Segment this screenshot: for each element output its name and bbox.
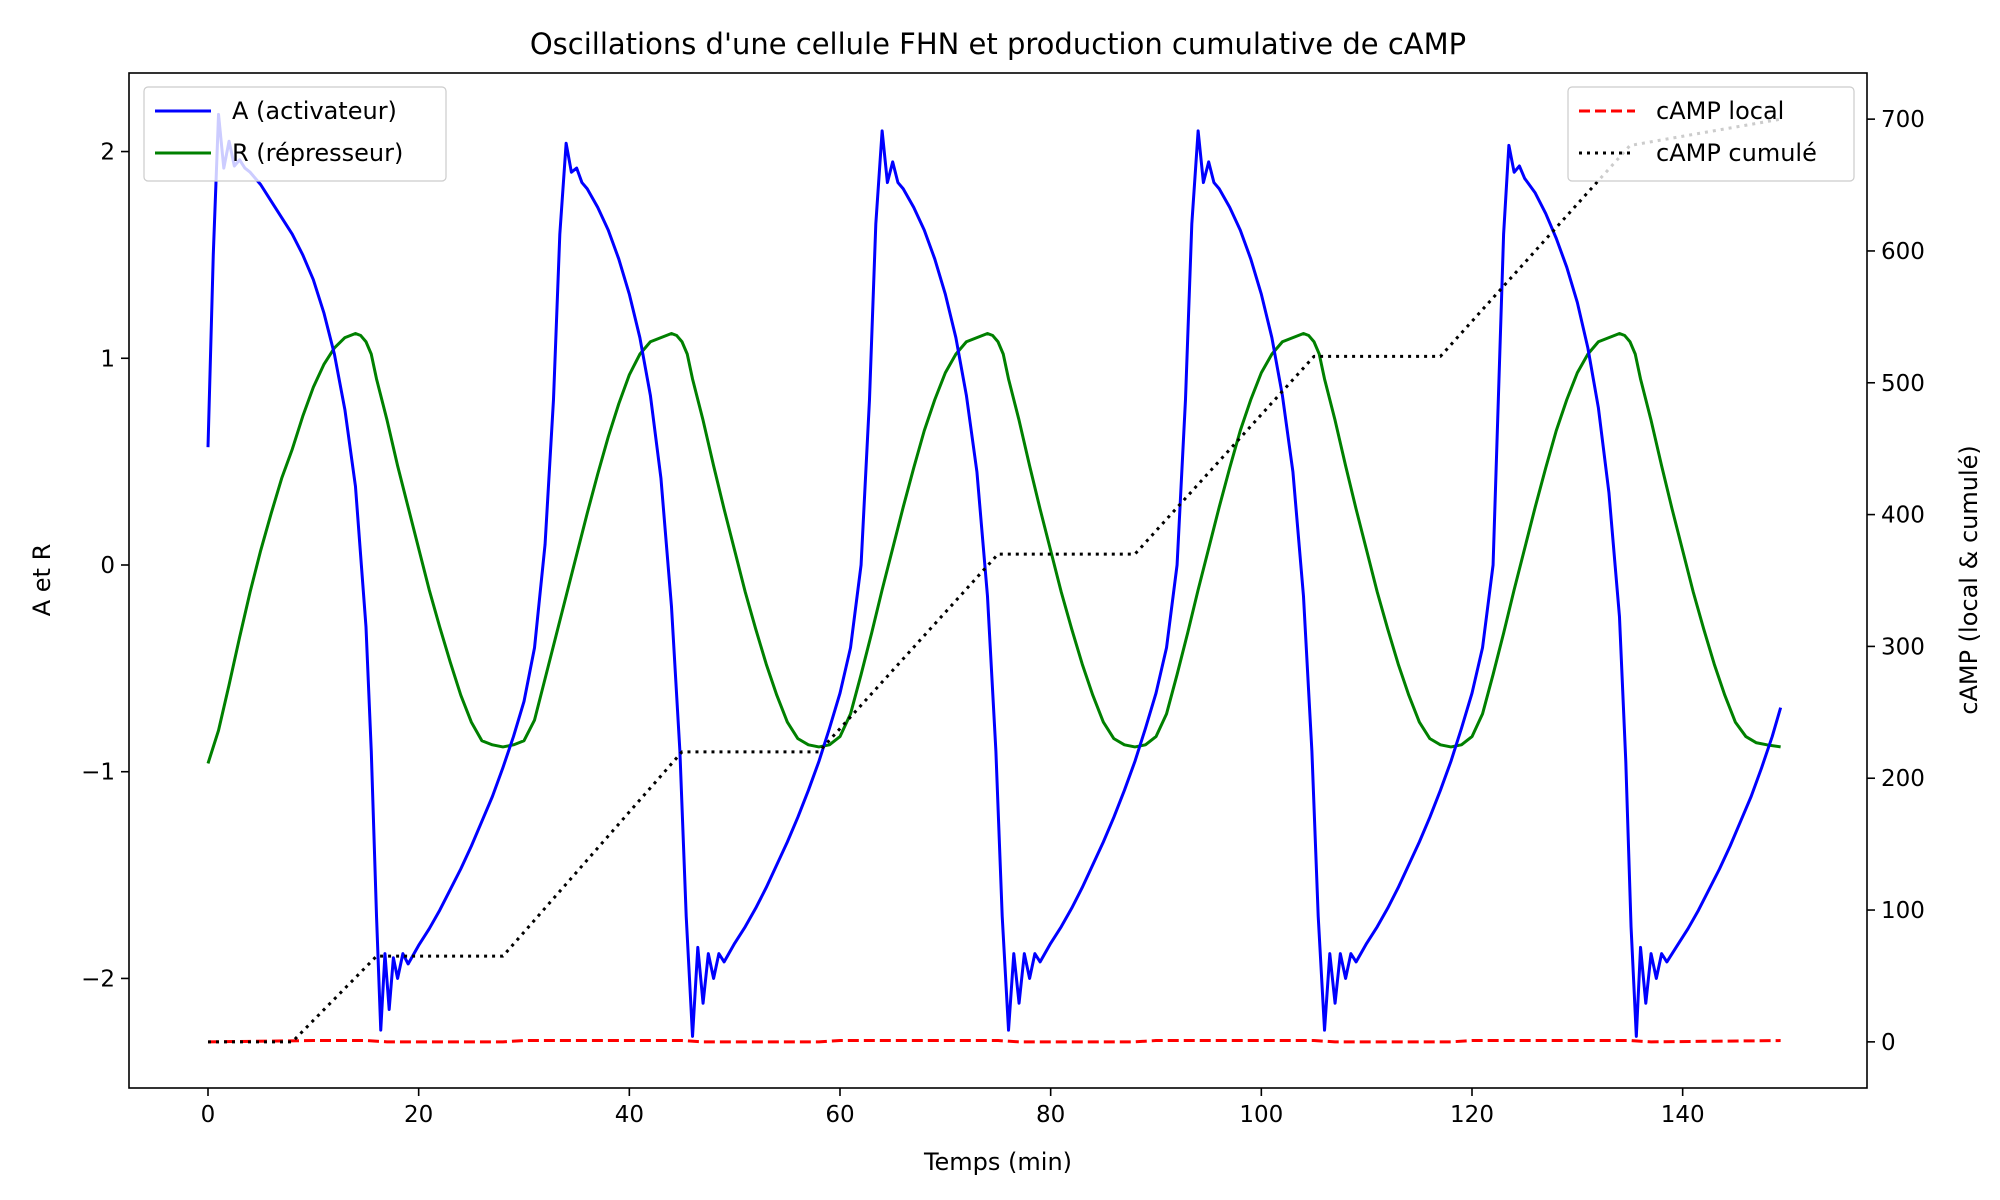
x-tick-label: 140 bbox=[1661, 1102, 1705, 1128]
legend-label-camp-local: cAMP local bbox=[1656, 97, 1784, 125]
x-tick-label: 100 bbox=[1239, 1102, 1283, 1128]
series-layer bbox=[206, 112, 1783, 1044]
y-axis-right-label: cAMP (local & cumulé) bbox=[1955, 445, 1983, 714]
y-left-tick-label: −2 bbox=[81, 966, 115, 992]
y-right-tick-label: 300 bbox=[1881, 634, 1925, 660]
legend-right: cAMP local cAMP cumulé bbox=[1567, 86, 1855, 182]
y-right-tick-label: 400 bbox=[1881, 503, 1925, 529]
x-tick-label: 20 bbox=[404, 1102, 433, 1128]
y-right-tick-label: 100 bbox=[1881, 898, 1925, 924]
legend-label-activateur: A (activateur) bbox=[232, 97, 397, 125]
y-left-tick-label: 1 bbox=[100, 346, 115, 372]
y-right-tick-label: 700 bbox=[1881, 107, 1925, 133]
legend-left: A (activateur) R (répresseur) bbox=[143, 86, 447, 182]
x-tick-label: 120 bbox=[1450, 1102, 1494, 1128]
y-left-tick-label: 2 bbox=[100, 140, 115, 166]
x-tick-label: 60 bbox=[825, 1102, 854, 1128]
legend-right-box bbox=[1567, 86, 1855, 182]
y-right-tick-label: 600 bbox=[1881, 239, 1925, 265]
y-left-tick-label: 0 bbox=[100, 553, 115, 579]
y-axis-left-label: A et R bbox=[28, 544, 56, 617]
series-line-camp-local bbox=[207, 1039, 1781, 1044]
series-line-r-r-presseur bbox=[206, 331, 1781, 764]
y-left-tick-label: −1 bbox=[81, 760, 115, 786]
plot-frame bbox=[128, 72, 1868, 1089]
axis-ticks: 0 20 40 60 80 100 120 140−2−1012010020030040050… bbox=[81, 107, 1925, 1128]
x-axis-label: Temps (min) bbox=[923, 1148, 1072, 1176]
x-tick-label: 40 bbox=[615, 1102, 644, 1128]
y-right-tick-label: 500 bbox=[1881, 371, 1925, 397]
y-right-tick-label: 200 bbox=[1881, 766, 1925, 792]
legend-label-represseur: R (répresseur) bbox=[232, 139, 403, 167]
series-line-camp-cumul bbox=[208, 117, 1781, 1044]
legend-left-box bbox=[143, 86, 447, 182]
legend-label-camp-cumule: cAMP cumulé bbox=[1656, 139, 1817, 167]
y-right-tick-label: 0 bbox=[1881, 1030, 1896, 1056]
x-tick-label: 0 bbox=[201, 1102, 216, 1128]
x-tick-label: 80 bbox=[1036, 1102, 1065, 1128]
chart-title: Oscillations d'une cellule FHN et produc… bbox=[530, 27, 1466, 61]
series-line-a-activateur bbox=[206, 112, 1783, 1038]
